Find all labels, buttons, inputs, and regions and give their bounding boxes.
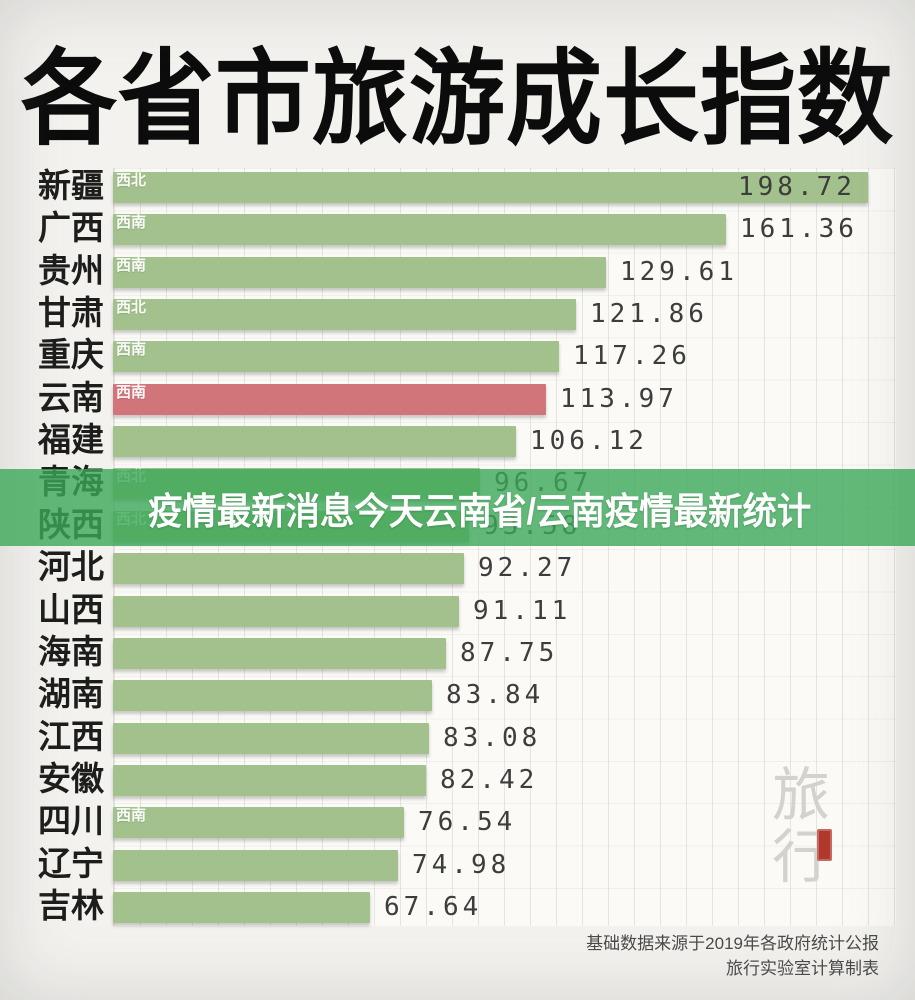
bar-山西 (113, 595, 459, 627)
province-label: 海南 (38, 634, 104, 671)
bar-四川: 西南 (113, 807, 404, 839)
watermark-text: 旅行 (763, 764, 828, 888)
region-tag: 西南 (116, 341, 147, 359)
province-label: 吉林 (38, 888, 104, 925)
province-label: 四川 (38, 804, 104, 841)
bar-辽宁 (113, 849, 398, 881)
province-label: 山西 (38, 592, 104, 629)
province-label: 江西 (38, 719, 104, 756)
value-label: 117.26 (573, 341, 691, 372)
province-label: 河北 (38, 550, 104, 587)
region-tag: 西南 (116, 807, 147, 825)
overlay-banner-text: 疫情最新消息今天云南省/云南疫情最新统计 (147, 490, 812, 532)
province-label: 安徽 (38, 761, 104, 798)
province-label: 甘肃 (38, 296, 104, 333)
value-label: 129.61 (620, 256, 738, 287)
bar-福建 (113, 426, 516, 458)
bar-吉林 (113, 891, 370, 923)
bar-贵州: 西南 (113, 256, 606, 288)
bar-安徽 (113, 764, 426, 796)
value-label: 87.75 (460, 637, 559, 668)
bar-海南 (113, 637, 446, 669)
value-label: 74.98 (412, 849, 511, 880)
source-line-1: 基础数据来源于2019年各政府统计公报 (586, 934, 879, 953)
value-label: 198.72 (738, 172, 856, 202)
source-footnote: 基础数据来源于2019年各政府统计公报 旅行实验室计算制表 (586, 932, 879, 981)
province-label: 辽宁 (38, 846, 104, 883)
bar-广西: 西南 (113, 214, 726, 246)
province-label: 重庆 (38, 338, 104, 375)
bar-河北 (113, 553, 464, 585)
value-label: 121.86 (590, 299, 708, 330)
value-label: 113.97 (560, 383, 678, 414)
value-label: 161.36 (740, 214, 858, 245)
overlay-banner: 疫情最新消息今天云南省/云南疫情最新统计 (0, 469, 915, 546)
province-label: 福建 (38, 423, 104, 460)
province-label: 贵州 (38, 253, 104, 290)
value-label: 83.08 (443, 722, 542, 753)
value-label: 91.11 (473, 595, 572, 626)
province-label: 广西 (38, 211, 104, 248)
province-label: 云南 (38, 380, 104, 417)
region-tag: 西北 (116, 299, 147, 317)
value-label: 92.27 (478, 553, 577, 584)
bar-重庆: 西南 (113, 341, 559, 373)
region-tag: 西南 (116, 256, 147, 274)
chart-title: 各省市旅游成长指数 (21, 36, 894, 159)
source-line-2: 旅行实验室计算制表 (726, 958, 879, 978)
value-label: 83.84 (446, 680, 545, 711)
bar-湖南 (113, 680, 432, 712)
value-label: 82.42 (440, 764, 539, 795)
seal-stamp-icon (817, 829, 832, 861)
region-tag: 西南 (116, 214, 147, 232)
chart-plot-area (113, 168, 896, 926)
bar-云南: 西南 (113, 383, 546, 415)
value-label: 67.64 (384, 891, 483, 922)
bar-甘肃: 西北 (113, 299, 576, 331)
province-label: 新疆 (38, 169, 104, 205)
value-label: 76.54 (418, 807, 517, 838)
value-label: 106.12 (530, 426, 648, 457)
region-tag: 西北 (116, 172, 147, 189)
region-tag: 西南 (116, 383, 147, 401)
bar-江西 (113, 722, 429, 754)
bar-新疆: 西北 (113, 172, 868, 203)
province-label: 湖南 (38, 677, 104, 714)
